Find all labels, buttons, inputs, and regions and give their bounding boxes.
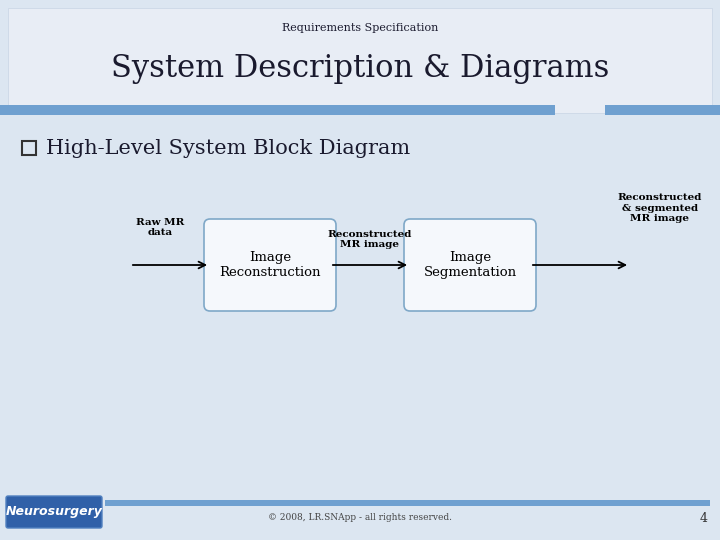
Text: Reconstructed
MR image: Reconstructed MR image: [328, 230, 412, 249]
FancyBboxPatch shape: [6, 496, 102, 528]
Text: High-Level System Block Diagram: High-Level System Block Diagram: [46, 138, 410, 158]
Text: Raw MR
data: Raw MR data: [136, 218, 184, 237]
Bar: [0, 105, 555, 115]
Text: Neurosurgery: Neurosurgery: [6, 505, 102, 518]
Bar: [105, 500, 710, 506]
Text: 4: 4: [700, 511, 708, 524]
Text: Image
Reconstruction: Image Reconstruction: [220, 251, 320, 279]
Bar: [605, 105, 720, 115]
FancyBboxPatch shape: [8, 123, 712, 500]
Text: System Description & Diagrams: System Description & Diagrams: [111, 52, 609, 84]
Text: Image
Segmentation: Image Segmentation: [423, 251, 516, 279]
Text: Reconstructed
& segmented
MR image: Reconstructed & segmented MR image: [618, 193, 702, 223]
FancyBboxPatch shape: [404, 219, 536, 311]
Bar: [22, 141, 36, 155]
FancyBboxPatch shape: [204, 219, 336, 311]
Text: Requirements Specification: Requirements Specification: [282, 23, 438, 33]
FancyBboxPatch shape: [8, 8, 712, 113]
Text: © 2008, LR.SNApp - all rights reserved.: © 2008, LR.SNApp - all rights reserved.: [268, 514, 452, 523]
